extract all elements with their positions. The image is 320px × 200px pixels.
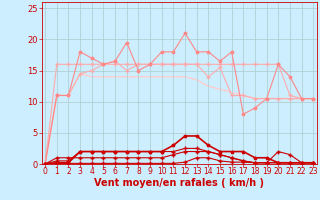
X-axis label: Vent moyen/en rafales ( km/h ): Vent moyen/en rafales ( km/h ) bbox=[94, 178, 264, 188]
